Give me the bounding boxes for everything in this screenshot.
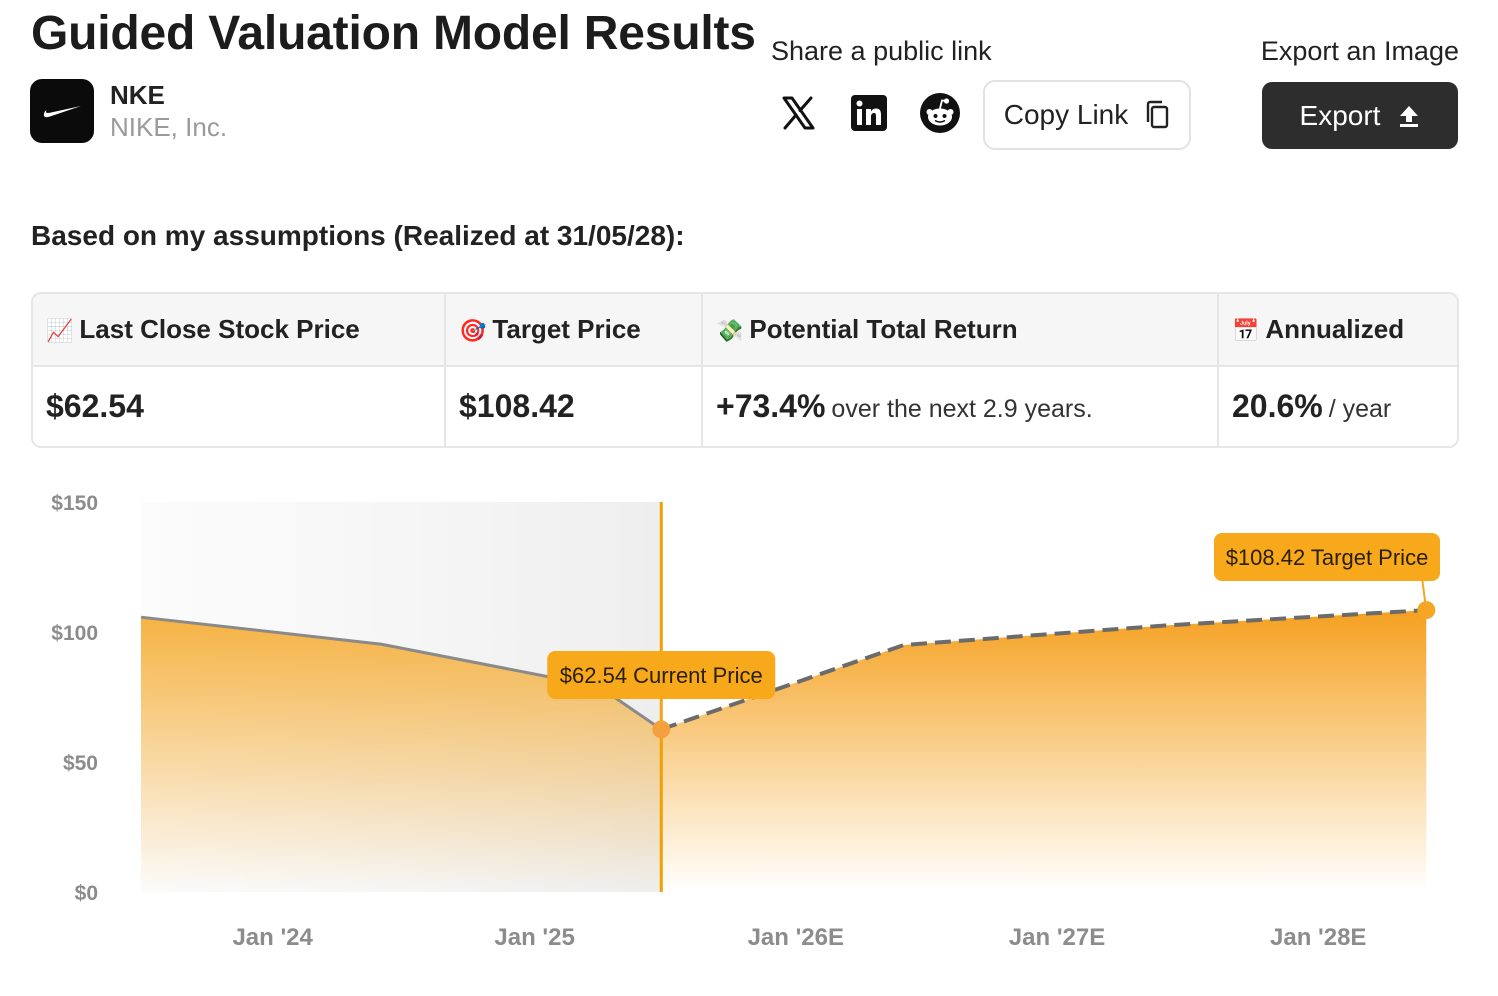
header-annualized: 📅 Annualized xyxy=(1218,294,1457,367)
value-total-return: +73.4% over the next 2.9 years. xyxy=(702,366,1219,446)
price-chart-svg: $0 $50 $100 $150 Jan '24 Jan '25 Jan '26E Jan '… xyxy=(51,492,1440,951)
historic-area xyxy=(141,617,662,892)
target-price-tag-bg xyxy=(1214,533,1440,581)
copy-link-button[interactable]: Copy Link xyxy=(983,80,1191,150)
x-tick-label: Jan '27E xyxy=(1009,924,1105,951)
current-price-tag-bg xyxy=(547,651,776,699)
copy-link-label: Copy Link xyxy=(1003,99,1129,130)
nike-swoosh-icon xyxy=(30,79,94,143)
header-last-close: 📈 Last Close Stock Price xyxy=(33,294,446,367)
summary-table: 📈 Last Close Stock Price 🎯 Target Price 💸 P… xyxy=(31,292,1459,448)
target-price-point xyxy=(1417,601,1436,620)
copy-icon xyxy=(1147,100,1169,129)
export-button[interactable]: Export xyxy=(1262,82,1458,149)
x-tick-label: Jan '26E xyxy=(748,924,844,951)
historic-line xyxy=(140,615,663,731)
export-button-label: Export xyxy=(1299,99,1381,131)
header-target-price: 🎯 Target Price xyxy=(445,294,703,367)
chart-increasing-icon: 📈 xyxy=(46,318,74,343)
current-price-tag: $62.54 Current Price xyxy=(547,651,776,699)
y-tick-label: $0 xyxy=(75,882,98,905)
export-label: Export an Image xyxy=(1260,36,1459,66)
x-icon[interactable] xyxy=(776,91,820,135)
value-last-close: $62.54 xyxy=(33,366,446,446)
target-price-connector xyxy=(1421,579,1428,611)
page-title: Guided Valuation Model Results xyxy=(31,7,756,60)
share-label: Share a public link xyxy=(771,36,992,66)
reddit-icon[interactable] xyxy=(918,91,962,135)
x-tick-label: Jan '24 xyxy=(232,924,313,951)
value-annualized: 20.6% / year xyxy=(1218,366,1457,446)
target-price-tag-text: $108.42 Target Price xyxy=(1226,545,1429,570)
ticker-symbol: NKE xyxy=(110,80,165,110)
company-name: NIKE, Inc. xyxy=(110,112,228,142)
upload-icon xyxy=(1400,105,1419,127)
linkedin-icon[interactable] xyxy=(847,91,891,135)
target-icon: 🎯 xyxy=(459,318,487,343)
target-price-tag: $108.42 Target Price xyxy=(1214,533,1440,581)
x-tick-label: Jan '28E xyxy=(1270,924,1366,951)
price-chart: $0 $50 $100 $150 Jan '24 Jan '25 Jan '26E Jan '… xyxy=(0,470,1498,990)
projected-line xyxy=(660,608,1427,732)
value-target-price: $108.42 xyxy=(445,366,703,446)
company-info: NKE NIKE, Inc. xyxy=(30,79,227,143)
header-total-return: 💸 Potential Total Return xyxy=(702,294,1219,367)
assumptions-heading: Based on my assumptions (Realized at 31/… xyxy=(31,220,685,251)
x-tick-label: Jan '25 xyxy=(494,924,574,951)
share-icons xyxy=(776,91,989,135)
money-wings-icon: 💸 xyxy=(716,318,744,343)
current-price-tag-text: $62.54 Current Price xyxy=(560,663,763,688)
y-tick-label: $50 xyxy=(63,752,98,775)
y-tick-label: $150 xyxy=(51,492,98,515)
projected-area xyxy=(661,610,1427,892)
y-tick-label: $100 xyxy=(51,622,98,645)
calendar-icon: 📅 xyxy=(1232,318,1260,343)
